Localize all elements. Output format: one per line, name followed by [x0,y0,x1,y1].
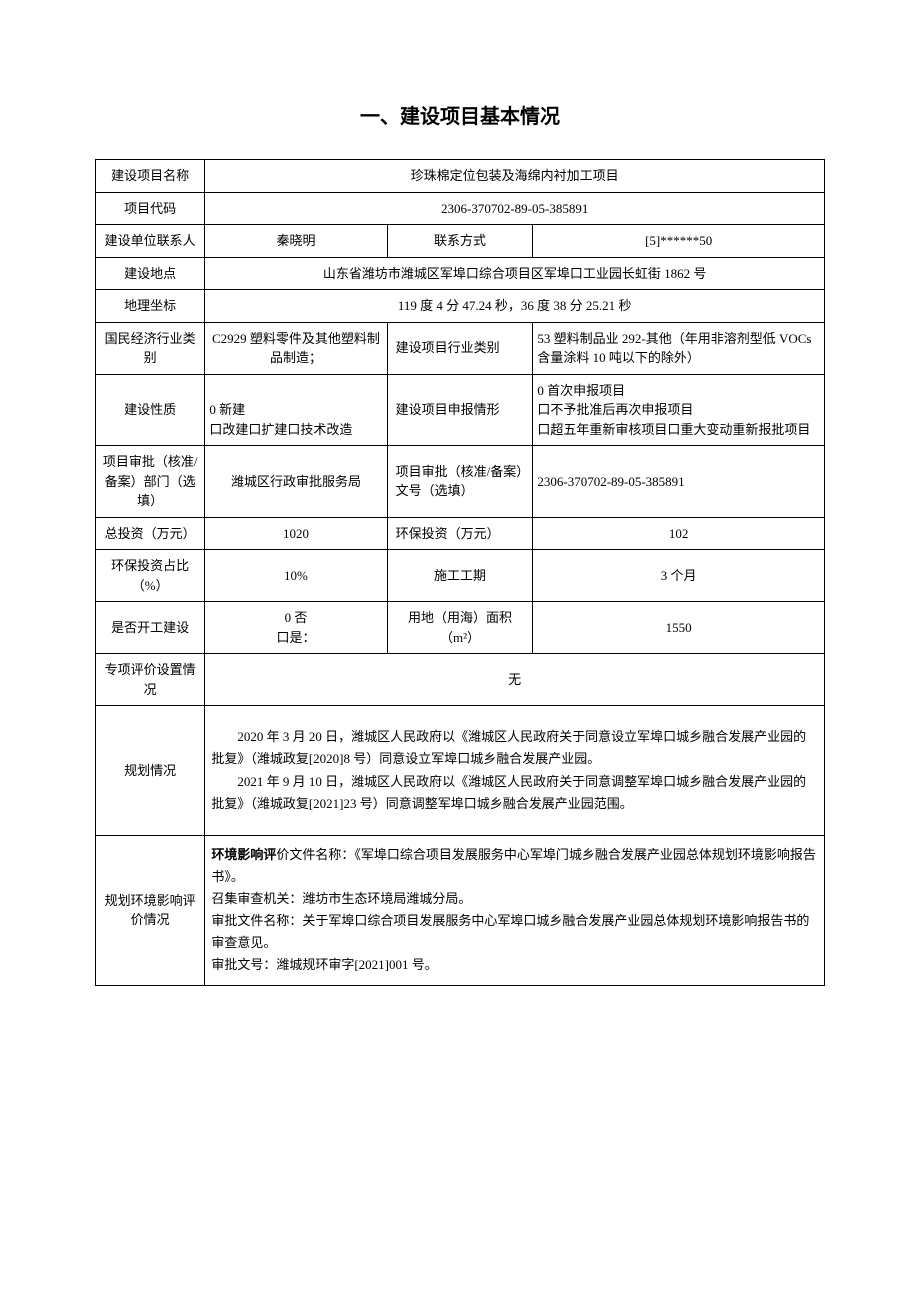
table-row: 规划环境影响评价情况 环境影响评价文件名称：《军埠口综合项目发展服务中心军埠门城… [96,836,825,986]
value-approval-no: 2306-370702-89-05-385891 [533,446,825,518]
label-env-investment: 环保投资（万元） [387,517,533,550]
eia-line1-bold: 环境影响评 [211,847,276,862]
value-approval-dept: 潍城区行政审批服务局 [205,446,387,518]
eia-line3: 审批文件名称：关于军埠口综合项目发展服务中心军埠口城乡融合发展产业园总体规划环境… [211,910,818,954]
value-report-form: 0 首次申报项目 口不予批准后再次申报项目 口超五年重新审核项目口重大变动重新报… [533,374,825,446]
label-project-industry: 建设项目行业类别 [387,322,533,374]
value-env-ratio: 10% [205,550,387,602]
label-is-started: 是否开工建设 [96,602,205,654]
label-planning: 规划情况 [96,706,205,836]
value-location: 山东省潍坊市潍城区军埠口综合项目区军埠口工业园长虹街 1862 号 [205,257,825,290]
eia-line1-rest: 价文件名称：《军埠口综合项目发展服务中心军埠门城乡融合发展产业园总体规划环境影响… [211,847,816,884]
value-construction-nature: 0 新建 口改建口扩建口技术改造 [205,374,387,446]
label-location: 建设地点 [96,257,205,290]
label-construction-nature: 建设性质 [96,374,205,446]
table-row: 总投资（万元） 1020 环保投资（万元） 102 [96,517,825,550]
table-row: 国民经济行业类别 C2929 塑料零件及其他塑料制品制造； 建设项目行业类别 5… [96,322,825,374]
project-info-table: 建设项目名称 珍珠棉定位包装及海绵内衬加工项目 项目代码 2306-370702… [95,159,825,986]
table-row: 建设项目名称 珍珠棉定位包装及海绵内衬加工项目 [96,160,825,193]
label-contact-method: 联系方式 [387,225,533,258]
label-special-eval: 专项评价设置情况 [96,654,205,706]
value-planning: 2020 年 3 月 20 日，潍城区人民政府以《潍城区人民政府关于同意设立军埠… [205,706,825,836]
table-row: 建设性质 0 新建 口改建口扩建口技术改造 建设项目申报情形 0 首次申报项目 … [96,374,825,446]
label-geo-coord: 地理坐标 [96,290,205,323]
planning-p2: 2021 年 9 月 10 日，潍城区人民政府以《潍城区人民政府关于同意调整军埠… [211,771,818,815]
value-is-started: 0 否 口是： [205,602,387,654]
table-row: 环保投资占比（%） 10% 施工工期 3 个月 [96,550,825,602]
value-total-investment: 1020 [205,517,387,550]
value-planning-eia: 环境影响评价文件名称：《军埠口综合项目发展服务中心军埠门城乡融合发展产业园总体规… [205,836,825,986]
value-construction-period: 3 个月 [533,550,825,602]
value-contact-person: 秦晓明 [205,225,387,258]
value-industry-class: C2929 塑料零件及其他塑料制品制造； [205,322,387,374]
eia-line4: 审批文号：潍城规环审字[2021]001 号。 [211,954,818,976]
planning-p1: 2020 年 3 月 20 日，潍城区人民政府以《潍城区人民政府关于同意设立军埠… [211,726,818,770]
table-row: 项目代码 2306-370702-89-05-385891 [96,192,825,225]
value-geo-coord: 119 度 4 分 47.24 秒，36 度 38 分 25.21 秒 [205,290,825,323]
label-approval-no: 项目审批（核准/备案）文号（选填） [387,446,533,518]
label-industry-class: 国民经济行业类别 [96,322,205,374]
label-construction-period: 施工工期 [387,550,533,602]
label-project-code: 项目代码 [96,192,205,225]
page-title: 一、建设项目基本情况 [95,100,825,129]
value-special-eval: 无 [205,654,825,706]
table-row: 专项评价设置情况 无 [96,654,825,706]
label-approval-dept: 项目审批（核准/备案）部门（选填） [96,446,205,518]
label-contact-person: 建设单位联系人 [96,225,205,258]
label-env-ratio: 环保投资占比（%） [96,550,205,602]
table-row: 项目审批（核准/备案）部门（选填） 潍城区行政审批服务局 项目审批（核准/备案）… [96,446,825,518]
value-project-name: 珍珠棉定位包装及海绵内衬加工项目 [205,160,825,193]
table-row: 建设地点 山东省潍坊市潍城区军埠口综合项目区军埠口工业园长虹街 1862 号 [96,257,825,290]
label-total-investment: 总投资（万元） [96,517,205,550]
value-project-code: 2306-370702-89-05-385891 [205,192,825,225]
value-project-industry: 53 塑料制品业 292-其他（年用非溶剂型低 VOCs 含量涂料 10 吨以下… [533,322,825,374]
label-land-area: 用地（用海）面积（m²） [387,602,533,654]
label-planning-eia: 规划环境影响评价情况 [96,836,205,986]
table-row: 规划情况 2020 年 3 月 20 日，潍城区人民政府以《潍城区人民政府关于同… [96,706,825,836]
value-contact-method: [5]******50 [533,225,825,258]
label-project-name: 建设项目名称 [96,160,205,193]
value-land-area: 1550 [533,602,825,654]
value-env-investment: 102 [533,517,825,550]
eia-line1: 环境影响评价文件名称：《军埠口综合项目发展服务中心军埠门城乡融合发展产业园总体规… [211,844,818,888]
table-row: 地理坐标 119 度 4 分 47.24 秒，36 度 38 分 25.21 秒 [96,290,825,323]
table-row: 是否开工建设 0 否 口是： 用地（用海）面积（m²） 1550 [96,602,825,654]
eia-line2: 召集审查机关：潍坊市生态环境局潍城分局。 [211,888,818,910]
table-row: 建设单位联系人 秦晓明 联系方式 [5]******50 [96,225,825,258]
label-report-form: 建设项目申报情形 [387,374,533,446]
